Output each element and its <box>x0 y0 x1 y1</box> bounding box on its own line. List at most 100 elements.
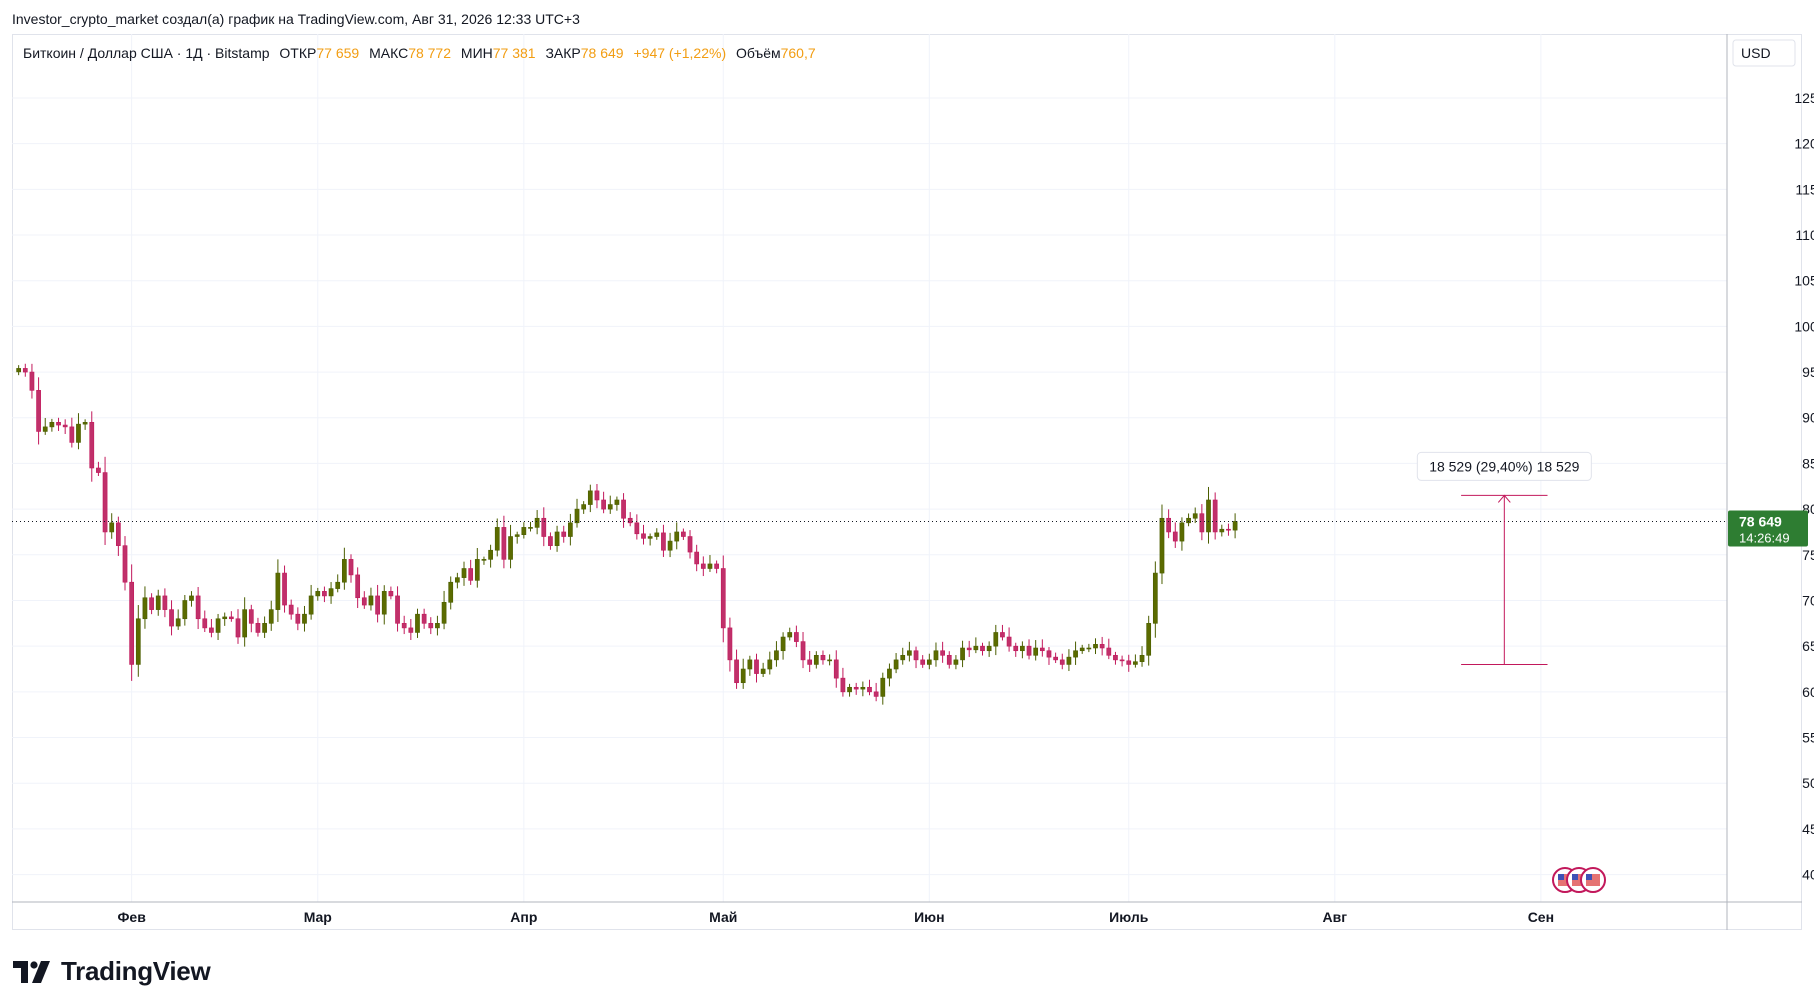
candle-body[interactable] <box>528 527 533 529</box>
candle-body[interactable] <box>641 533 646 539</box>
candle-body[interactable] <box>1099 644 1105 649</box>
candle-body[interactable] <box>687 536 693 553</box>
candle-body[interactable] <box>1212 499 1218 533</box>
candle-body[interactable] <box>727 627 733 661</box>
candle-body[interactable] <box>322 591 327 597</box>
candle-body[interactable] <box>827 659 832 662</box>
candle-body[interactable] <box>182 600 188 620</box>
candle-body[interactable] <box>787 632 793 638</box>
candle-body[interactable] <box>461 568 467 578</box>
candle-body[interactable] <box>1152 572 1158 624</box>
candle-body[interactable] <box>1053 656 1058 661</box>
candle-body[interactable] <box>581 504 587 510</box>
candle-body[interactable] <box>62 424 68 428</box>
candle-body[interactable] <box>1093 644 1098 649</box>
candle-body[interactable] <box>960 647 965 661</box>
candle-body[interactable] <box>96 467 101 473</box>
candle-body[interactable] <box>667 540 673 551</box>
candle-body[interactable] <box>534 517 540 528</box>
candle-body[interactable] <box>780 636 786 652</box>
candle-body[interactable] <box>342 559 347 583</box>
candle-body[interactable] <box>574 508 580 524</box>
candle-body[interactable] <box>56 422 61 426</box>
candle-body[interactable] <box>1000 632 1005 638</box>
candle-body[interactable] <box>674 531 680 542</box>
candle-body[interactable] <box>102 472 108 533</box>
candle-body[interactable] <box>807 659 813 665</box>
candle-body[interactable] <box>388 591 394 597</box>
candle-body[interactable] <box>282 572 287 606</box>
candle-body[interactable] <box>913 650 919 661</box>
candle-body[interactable] <box>115 522 121 546</box>
candle-body[interactable] <box>135 618 141 665</box>
candle-body[interactable] <box>302 613 307 624</box>
candle-body[interactable] <box>288 604 294 615</box>
candle-body[interactable] <box>248 609 254 624</box>
candle-body[interactable] <box>82 422 88 425</box>
candle-body[interactable] <box>993 632 999 647</box>
candle-body[interactable] <box>315 591 321 597</box>
candle-body[interactable] <box>441 602 447 624</box>
candle-body[interactable] <box>521 527 527 535</box>
candle-body[interactable] <box>42 426 48 432</box>
candle-body[interactable] <box>175 618 181 627</box>
candle-body[interactable] <box>1066 656 1072 665</box>
candle-body[interactable] <box>22 368 28 373</box>
candle-body[interactable] <box>880 677 886 697</box>
candle-body[interactable] <box>953 659 959 665</box>
candle-body[interactable] <box>867 686 872 693</box>
candle-body[interactable] <box>162 595 168 610</box>
candle-body[interactable] <box>474 559 480 581</box>
candle-body[interactable] <box>155 595 161 610</box>
candle-body[interactable] <box>740 668 746 684</box>
candle-body[interactable] <box>926 659 932 665</box>
candle-body[interactable] <box>348 559 354 576</box>
candle-body[interactable] <box>720 568 726 629</box>
candle-body[interactable] <box>428 623 434 629</box>
candle-body[interactable] <box>840 677 846 693</box>
candle-body[interactable] <box>734 659 739 684</box>
candle-body[interactable] <box>654 532 660 537</box>
candle-body[interactable] <box>986 645 992 652</box>
candle-body[interactable] <box>594 490 600 501</box>
candle-body[interactable] <box>548 536 553 546</box>
candle-body[interactable] <box>933 650 939 661</box>
candle-body[interactable] <box>488 549 493 560</box>
candle-body[interactable] <box>893 659 899 670</box>
candle-body[interactable] <box>89 422 95 469</box>
candle-body[interactable] <box>1113 655 1118 661</box>
candle-body[interactable] <box>501 527 507 560</box>
candle-body[interactable] <box>16 368 22 373</box>
candle-body[interactable] <box>887 668 892 679</box>
candle-body[interactable] <box>481 559 487 561</box>
candle-body[interactable] <box>1126 660 1132 665</box>
candle-body[interactable] <box>568 522 573 537</box>
candle-body[interactable] <box>1232 521 1238 531</box>
candle-body[interactable] <box>235 618 241 638</box>
candle-body[interactable] <box>627 517 633 524</box>
candle-body[interactable] <box>907 650 912 656</box>
candle-body[interactable] <box>29 371 35 391</box>
candle-body[interactable] <box>973 645 979 651</box>
candle-body[interactable] <box>1106 647 1112 656</box>
candle-body[interactable] <box>401 623 407 629</box>
candle-body[interactable] <box>1179 522 1185 542</box>
candle-body[interactable] <box>681 531 686 537</box>
candle-body[interactable] <box>262 623 267 633</box>
candle-body[interactable] <box>873 691 879 697</box>
candle-body[interactable] <box>468 568 474 581</box>
candle-body[interactable] <box>268 609 274 624</box>
candle-body[interactable] <box>255 623 261 633</box>
candle-body[interactable] <box>1033 647 1039 656</box>
candle-body[interactable] <box>561 531 567 537</box>
candle-body[interactable] <box>1006 636 1012 647</box>
candle-body[interactable] <box>607 504 613 510</box>
legend-symbol[interactable]: Биткоин / Доллар США · 1Д · Bitstamp <box>23 45 270 61</box>
candle-body[interactable] <box>395 595 400 624</box>
candle-body[interactable] <box>514 534 520 537</box>
candle-body[interactable] <box>587 490 593 505</box>
candle-body[interactable] <box>1206 499 1211 533</box>
candle-body[interactable] <box>661 532 666 551</box>
candle-body[interactable] <box>1013 645 1019 652</box>
candle-body[interactable] <box>940 650 945 656</box>
